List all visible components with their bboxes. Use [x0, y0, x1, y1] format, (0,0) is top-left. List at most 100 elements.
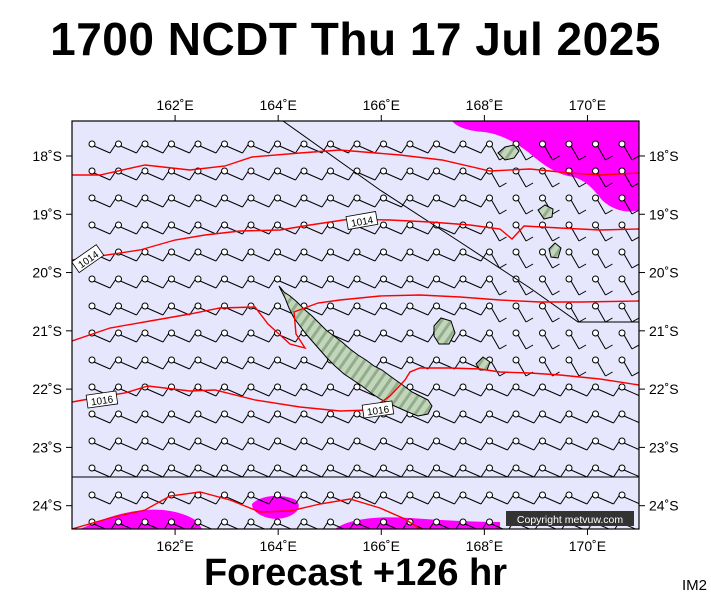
wind-barb [380, 491, 408, 505]
wind-barb [353, 329, 382, 343]
wind-barb [274, 383, 302, 397]
wind-barb [539, 140, 560, 161]
wind-barb [194, 329, 223, 343]
wind-barb [327, 437, 355, 451]
wind-barb [327, 518, 355, 529]
wind-barb [300, 194, 329, 208]
wind-barb [406, 275, 435, 289]
wind-barb [565, 464, 594, 478]
wind-barb [486, 491, 514, 505]
wind-barb [459, 329, 488, 343]
wind-barb [194, 356, 223, 370]
wind-barb [512, 410, 541, 424]
wind-barb [88, 410, 117, 424]
wind-barb [247, 356, 276, 370]
wind-barb [512, 221, 534, 242]
wind-barb [565, 140, 587, 161]
wind-barb [459, 248, 488, 262]
wind-barb [88, 491, 117, 505]
wind-barb [565, 356, 587, 377]
wind-barb [141, 518, 170, 529]
wind-barb [274, 194, 302, 208]
wind-barb [168, 275, 196, 289]
wind-barb [618, 356, 639, 377]
wind-barb [247, 140, 276, 154]
wind-barb [247, 491, 276, 505]
wind-barb [168, 464, 196, 478]
wind-barb [168, 410, 196, 424]
wind-barb [406, 248, 435, 262]
wind-barb [141, 356, 170, 370]
wind-barb [194, 464, 223, 478]
wind-barb [406, 329, 435, 343]
wind-barb [300, 491, 329, 505]
wind-barb [221, 275, 249, 289]
wind-barb [88, 437, 117, 451]
wind-barb [194, 491, 223, 505]
wind-barb [539, 248, 560, 269]
mare-island [548, 242, 562, 259]
wind-barb [88, 167, 117, 181]
wind-barb [115, 437, 143, 451]
wind-barb [274, 356, 302, 370]
wind-barb [433, 383, 461, 397]
wind-barb [433, 518, 461, 529]
wind-barb [353, 140, 382, 154]
wind-barb [221, 167, 249, 181]
wind-barb [141, 140, 170, 154]
sea-background [72, 121, 639, 529]
lat-label-right: 21˚S [649, 323, 679, 339]
isobar-middle [72, 294, 639, 350]
wind-barb [592, 491, 620, 505]
wind-barb [300, 383, 329, 397]
wind-barb [221, 356, 249, 370]
lon-label-bottom: 166˚E [363, 538, 400, 554]
wind-barb [221, 518, 249, 529]
wind-barb [221, 383, 249, 397]
wind-barb [406, 140, 435, 154]
wind-barb [327, 302, 355, 316]
wind-barb [618, 167, 639, 188]
wind-barb [459, 275, 488, 289]
wind-barb [221, 410, 249, 424]
isobar-south [72, 491, 421, 529]
wind-barb [433, 491, 461, 505]
wind-barb [168, 356, 196, 370]
lat-label-left: 20˚S [32, 265, 62, 281]
wind-barb [380, 329, 408, 343]
wind-barb [512, 383, 541, 397]
wind-barb [327, 194, 355, 208]
wind-barb [433, 302, 461, 316]
wind-barb [88, 194, 117, 208]
wind-barb [618, 410, 639, 424]
wind-barb [433, 464, 461, 478]
wind-barb [88, 356, 117, 370]
wind-barb [300, 410, 329, 424]
wind-barb [247, 167, 276, 181]
wind-barb [486, 221, 507, 242]
lat-label-right: 22˚S [649, 381, 679, 397]
wind-barb [274, 410, 302, 424]
copyright-text: Copyright metvuw.com [517, 514, 623, 526]
wind-barb [406, 194, 435, 208]
wind-barb [512, 194, 534, 215]
wind-barb [274, 275, 302, 289]
wind-barb [88, 464, 117, 478]
wind-barb [618, 248, 639, 269]
lon-label-bottom: 164˚E [260, 538, 297, 554]
wind-barb [274, 167, 302, 181]
isobar-label-text: 1014 [350, 215, 374, 230]
wind-barb [115, 275, 143, 289]
wind-barb [168, 167, 196, 181]
wind-barb [327, 383, 355, 397]
lon-label-top: 164˚E [260, 97, 297, 113]
wind-barb [221, 221, 249, 235]
wind-barb [380, 437, 408, 451]
wind-barb [115, 410, 143, 424]
rain-area-southeast [335, 517, 500, 529]
wind-barb [194, 140, 223, 154]
wind-barb [300, 518, 329, 529]
wind-barb [539, 302, 560, 323]
isobar-north [72, 149, 639, 176]
wind-barb [353, 275, 382, 289]
